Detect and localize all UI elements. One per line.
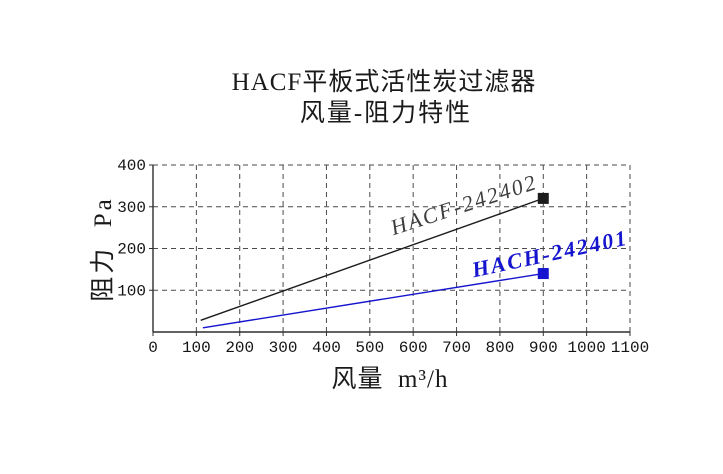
x-tick-label: 700 <box>442 339 471 357</box>
series-line-hacf-242402 <box>200 197 544 321</box>
x-axis-title: 风量 m³/h <box>331 366 449 393</box>
x-tick-label: 200 <box>225 339 254 357</box>
y-tick-label: 300 <box>117 199 146 217</box>
x-tick-label: 100 <box>182 339 211 357</box>
x-tick-label: 1000 <box>567 339 605 357</box>
y-tick-label: 200 <box>117 241 146 259</box>
series-line-hach-242401 <box>202 272 544 329</box>
y-tick-label: 400 <box>117 157 146 175</box>
x-tick-label: 400 <box>312 339 341 357</box>
x-tick-label: 900 <box>529 339 558 357</box>
x-tick-label: 0 <box>148 339 158 357</box>
series-marker-hacf-242402 <box>537 192 549 204</box>
y-axis-title: 阻力 Pa <box>90 196 117 302</box>
y-tick-label: 100 <box>117 282 146 300</box>
x-tick-label: 500 <box>355 339 384 357</box>
x-tick-label: 800 <box>486 339 515 357</box>
chart-subtitle: 风量-阻力特性 <box>299 100 473 127</box>
x-tick-label: 600 <box>399 339 428 357</box>
x-tick-label: 1100 <box>611 339 649 357</box>
chart-title: HACF平板式活性炭过滤器 <box>231 69 537 96</box>
x-tick-label: 300 <box>269 339 298 357</box>
series-marker-hach-242401 <box>537 268 549 280</box>
